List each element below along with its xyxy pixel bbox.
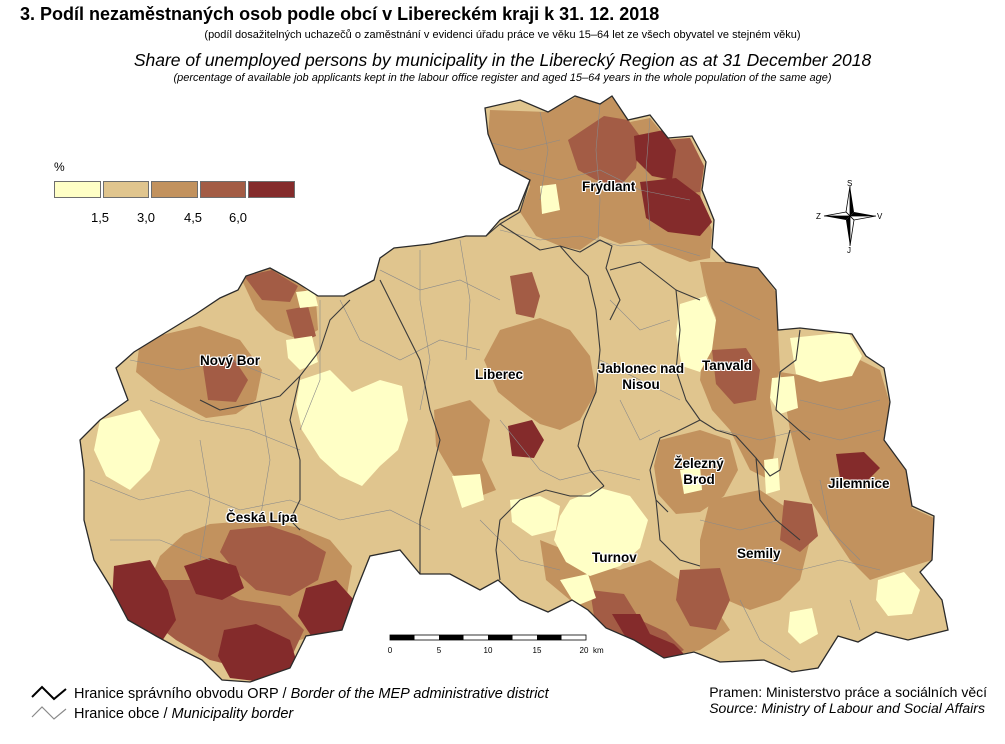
town-label-jilemnice: Jilemnice: [828, 476, 890, 491]
municipality-polygon: [780, 500, 818, 552]
municipality-polygon: [790, 332, 862, 382]
compass-rose-icon: S V J Z: [816, 179, 883, 254]
orp-border-label-cz: Hranice správního obvodu ORP: [74, 686, 279, 702]
municipality-polygon: [220, 526, 326, 596]
compass-e: V: [877, 212, 883, 221]
scale-tick-5: 5: [437, 646, 442, 655]
orp-border-label-en: Border of the MEP administrative distric…: [290, 686, 549, 702]
municipality-polygon: [184, 558, 244, 600]
municipality-borders: [89, 103, 881, 661]
municipality-polygon: [712, 348, 760, 404]
municipality-polygon: [94, 410, 160, 490]
orp-borders: [199, 179, 811, 581]
town-label-frydlant: Frýdlant: [582, 179, 636, 194]
legend-break-4: 6,0: [228, 210, 248, 225]
town-label-liberec: Liberec: [475, 367, 524, 382]
municipality-border-symbol: [31, 706, 67, 720]
municipality-polygon: [434, 400, 496, 500]
municipality-polygon: [676, 568, 730, 630]
legend-swatch-4: [199, 181, 246, 198]
municipality-polygon: [764, 458, 780, 494]
town-label-ceska-lipa: Česká Lípa: [226, 510, 298, 525]
legend-swatch-2: [102, 181, 149, 198]
legend-break-3: 4,5: [183, 210, 203, 225]
town-label-semily: Semily: [737, 546, 781, 561]
legend-break-1: 1,5: [90, 210, 110, 225]
municipality-polygon: [568, 116, 640, 186]
municipality-polygon: [508, 420, 544, 458]
municipality-polygon: [676, 296, 716, 372]
municipality-polygon: [298, 580, 354, 640]
town-label-novy-bor: Nový Bor: [200, 353, 261, 368]
map-subtitle-en: (percentage of available job applicants …: [173, 72, 832, 84]
map-title: 3. Podíl nezaměstnaných osob podle obcí …: [20, 4, 660, 24]
scale-bar: 0 5 10 15 20 km: [388, 634, 604, 655]
municipality-polygon: [612, 614, 686, 660]
source-cz: Pramen: Ministerstvo práce a sociálních …: [709, 684, 987, 700]
map-subtitle-cz: (podíl dosažitelných uchazečů o zaměstná…: [204, 29, 801, 41]
municipality-polygon: [640, 178, 712, 236]
municipality-polygon: [510, 496, 560, 536]
map-title-en: Share of unemployed persons by municipal…: [133, 50, 872, 70]
town-label-jablonec: Jablonec nad Nisou: [597, 361, 685, 392]
legend-break-2: 3,0: [136, 210, 156, 225]
orp-border-symbol: [31, 685, 67, 701]
scale-tick-0: 0: [388, 646, 393, 655]
municipality-polygon: [680, 466, 702, 494]
town-label-zelezny-brod: Železný Brod: [674, 456, 724, 487]
municipality-border-label-en: Municipality border: [171, 706, 294, 722]
compass-w: Z: [816, 212, 821, 221]
compass-s: J: [847, 246, 851, 254]
municipality-polygon: [560, 574, 596, 606]
scale-tick-10: 10: [484, 646, 493, 655]
source-en: Source: Ministry of Labour and Social Af…: [709, 700, 985, 716]
municipality-polygon: [634, 130, 676, 180]
municipality-border-sep: /: [159, 706, 172, 722]
legend-swatch-1: [54, 181, 101, 198]
border-legend-symbols: [31, 685, 67, 720]
municipality-polygon: [876, 572, 920, 616]
municipality-polygon: [218, 624, 298, 682]
municipality-polygon: [554, 488, 648, 576]
legend-swatch-3: [151, 181, 198, 198]
source-note: Pramen: Ministerstvo práce a sociálních …: [709, 684, 987, 716]
municipality-polygon: [452, 474, 484, 508]
municipality-polygon: [788, 608, 818, 644]
scale-tick-15: 15: [533, 646, 542, 655]
scale-tick-20: 20: [580, 646, 589, 655]
municipality-polygon: [244, 270, 298, 302]
municipality-polygon: [202, 356, 248, 402]
town-label-tanvald: Tanvald: [702, 358, 753, 373]
municipality-border-label: Hranice obce / Municipality border: [74, 706, 293, 722]
orp-border-label: Hranice správního obvodu ORP / Border of…: [74, 686, 549, 702]
legend-unit: %: [54, 160, 65, 174]
town-label-turnov: Turnov: [592, 550, 637, 565]
municipality-polygon: [296, 290, 318, 308]
municipality-polygon: [510, 272, 540, 318]
legend-swatch-5: [248, 181, 295, 198]
municipality-border-label-cz: Hranice obce: [74, 706, 160, 722]
municipality-polygon: [286, 306, 316, 344]
municipality-polygon: [540, 184, 560, 214]
municipality-polygon: [296, 370, 408, 486]
compass-n: S: [847, 179, 852, 188]
municipality-polygon: [836, 452, 880, 482]
municipality-polygon: [286, 336, 318, 370]
class-polygons: [94, 96, 934, 682]
orp-border-sep: /: [278, 686, 291, 702]
municipality-polygon: [484, 318, 596, 430]
legend-color-scale: [54, 181, 297, 198]
scale-unit: km: [593, 646, 604, 655]
